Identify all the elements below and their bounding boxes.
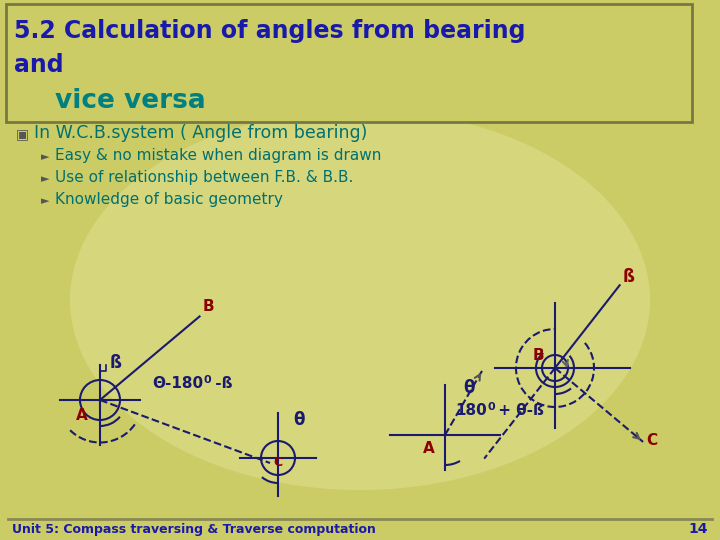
Text: Unit 5: Compass traversing & Traverse computation: Unit 5: Compass traversing & Traverse co…	[12, 523, 376, 536]
Ellipse shape	[70, 110, 650, 490]
Text: ►: ►	[41, 152, 50, 162]
Text: 180: 180	[455, 403, 487, 418]
Text: ►: ►	[41, 196, 50, 206]
Text: θ: θ	[463, 379, 474, 397]
Text: θ: θ	[293, 411, 305, 429]
Text: Easy & no mistake when diagram is drawn: Easy & no mistake when diagram is drawn	[55, 148, 382, 163]
Text: and: and	[14, 53, 63, 77]
Text: B: B	[533, 348, 544, 363]
Text: A: A	[76, 408, 88, 423]
Text: 5.2 Calculation of angles from bearing: 5.2 Calculation of angles from bearing	[14, 19, 526, 43]
Text: ß: ß	[623, 268, 634, 286]
Text: -ß: -ß	[210, 376, 233, 391]
Text: ▣: ▣	[16, 127, 29, 141]
Text: A: A	[423, 441, 435, 456]
Text: In W.C.B.system ( Angle from bearing): In W.C.B.system ( Angle from bearing)	[34, 124, 367, 142]
Text: C: C	[646, 433, 657, 448]
Text: 14: 14	[688, 522, 708, 536]
Text: ß: ß	[110, 354, 122, 372]
Text: Θ-180: Θ-180	[152, 376, 203, 391]
Text: Use of relationship between F.B. & B.B.: Use of relationship between F.B. & B.B.	[55, 170, 354, 185]
Text: ►: ►	[41, 174, 50, 184]
Text: Knowledge of basic geometry: Knowledge of basic geometry	[55, 192, 283, 207]
Text: B: B	[202, 300, 215, 314]
Text: + θ-ß: + θ-ß	[493, 403, 544, 418]
FancyBboxPatch shape	[6, 4, 692, 122]
Text: C: C	[273, 456, 282, 469]
Text: 0: 0	[204, 375, 212, 385]
Text: 0: 0	[488, 402, 495, 412]
Text: vice versa: vice versa	[55, 88, 206, 114]
